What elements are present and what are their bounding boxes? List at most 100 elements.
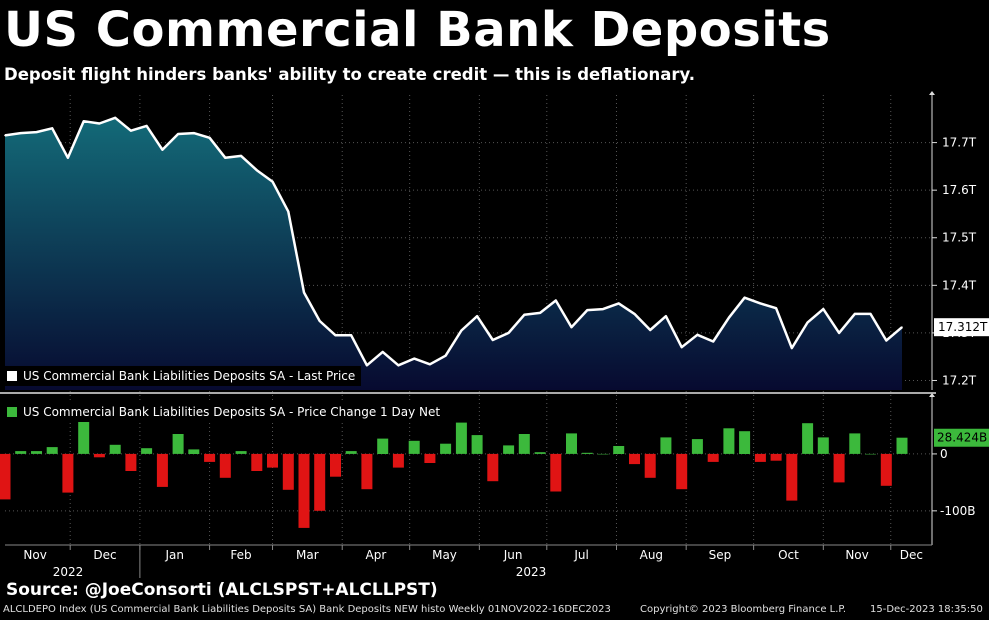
deposits-point	[366, 364, 368, 367]
deposits-point	[507, 332, 510, 334]
deposits-point	[35, 131, 38, 133]
deposits-point	[791, 347, 793, 349]
change-bar	[424, 453, 436, 463]
change-bar	[251, 453, 263, 471]
legend-last-price: US Commercial Bank Liabilities Deposits …	[3, 366, 362, 386]
deposits-point	[854, 313, 856, 315]
change-bar	[31, 451, 42, 454]
change-bar	[865, 453, 876, 455]
deposits-point	[161, 148, 164, 151]
deposits-point	[759, 302, 762, 305]
change-bar	[345, 451, 357, 454]
deposits-point	[381, 351, 384, 353]
change-bar	[754, 453, 766, 462]
upper-y-tick-label: 17.6T	[942, 183, 977, 197]
x-month-label: Mar	[296, 548, 319, 562]
deposits-point	[318, 320, 321, 322]
deposits-point	[271, 180, 274, 183]
deposits-point	[444, 354, 447, 357]
change-bar	[723, 428, 735, 454]
x-month-label: Nov	[23, 548, 46, 562]
deposits-point	[885, 339, 888, 342]
source-credit: Source: @JoeConsorti (ALCLSPST+ALCLLPST)	[6, 580, 438, 600]
change-bar	[503, 445, 515, 454]
change-bar	[455, 422, 467, 454]
deposits-point	[901, 326, 903, 329]
x-month-label: Nov	[845, 548, 868, 562]
lower-y-tick-label: 0	[940, 447, 948, 461]
change-bar	[0, 453, 11, 500]
change-bar	[93, 453, 105, 458]
legend-swatch-white	[7, 371, 17, 381]
legend-price-change: US Commercial Bank Liabilities Deposits …	[3, 402, 447, 422]
footer-timestamp: 15-Dec-2023 18:35:50	[870, 604, 983, 615]
upper-y-tick-label: 17.4T	[942, 278, 977, 292]
change-bar	[833, 453, 845, 483]
change-bar	[534, 452, 546, 454]
deposits-point	[114, 117, 116, 119]
deposits-point	[602, 308, 604, 310]
change-bar	[377, 438, 389, 454]
change-bar	[691, 439, 703, 454]
deposits-point	[633, 313, 636, 315]
deposits-point	[476, 315, 478, 318]
change-bar	[408, 440, 420, 454]
change-bar	[786, 453, 798, 501]
deposits-line	[4, 116, 903, 367]
change-bar	[676, 453, 688, 490]
deposits-point	[303, 291, 305, 294]
deposits-point	[19, 132, 22, 134]
deposits-point	[193, 132, 195, 134]
change-bar	[172, 434, 184, 454]
change-bar	[156, 453, 168, 487]
change-bar	[581, 452, 593, 454]
change-bar	[282, 453, 294, 490]
deposits-point	[775, 307, 777, 310]
deposits-point	[586, 309, 589, 311]
last-change-tag	[934, 428, 989, 447]
deposits-point	[240, 155, 242, 157]
x-month-label: Jun	[503, 548, 523, 562]
deposits-point	[822, 308, 825, 310]
x-month-label: Feb	[230, 548, 251, 562]
change-bar	[62, 453, 74, 493]
x-year-label: 2022	[53, 565, 84, 579]
x-year-label: 2023	[516, 565, 547, 579]
upper-y-tick-label: 17.5T	[942, 231, 977, 245]
x-month-label: Aug	[640, 548, 663, 562]
deposits-point	[806, 321, 809, 324]
change-bar	[644, 453, 656, 478]
change-bar	[487, 453, 499, 482]
deposits-area-fill	[5, 117, 902, 391]
change-bar	[204, 453, 216, 462]
change-bar	[817, 437, 829, 454]
x-month-label: Oct	[778, 548, 799, 562]
footer-copyright: Copyright© 2023 Bloomberg Finance L.P.	[640, 604, 847, 615]
deposits-point	[208, 137, 211, 139]
change-bar	[707, 453, 719, 462]
change-bar	[613, 446, 625, 454]
change-bar	[802, 423, 814, 454]
lower-y-tick-label: -100B	[940, 504, 975, 518]
last-change-tag-label: 28.424B	[937, 431, 987, 445]
deposits-point	[555, 299, 557, 302]
change-bar	[770, 453, 782, 461]
change-bar	[518, 434, 530, 454]
deposits-point	[82, 120, 85, 122]
deposits-point	[492, 339, 494, 341]
change-bar	[629, 453, 640, 465]
change-bar	[566, 433, 577, 454]
x-month-label: Apr	[366, 548, 387, 562]
change-bar	[219, 453, 231, 478]
change-bar	[739, 431, 751, 454]
change-bar	[188, 449, 200, 454]
deposits-point	[460, 329, 463, 332]
x-month-label: Jan	[164, 548, 184, 562]
deposits-point	[743, 296, 746, 299]
change-bar	[314, 453, 326, 511]
deposits-point	[350, 334, 353, 337]
deposits-point	[712, 340, 714, 343]
deposits-point	[397, 364, 400, 367]
upper-y-axis-arrow	[929, 91, 935, 95]
change-bar	[330, 453, 341, 477]
